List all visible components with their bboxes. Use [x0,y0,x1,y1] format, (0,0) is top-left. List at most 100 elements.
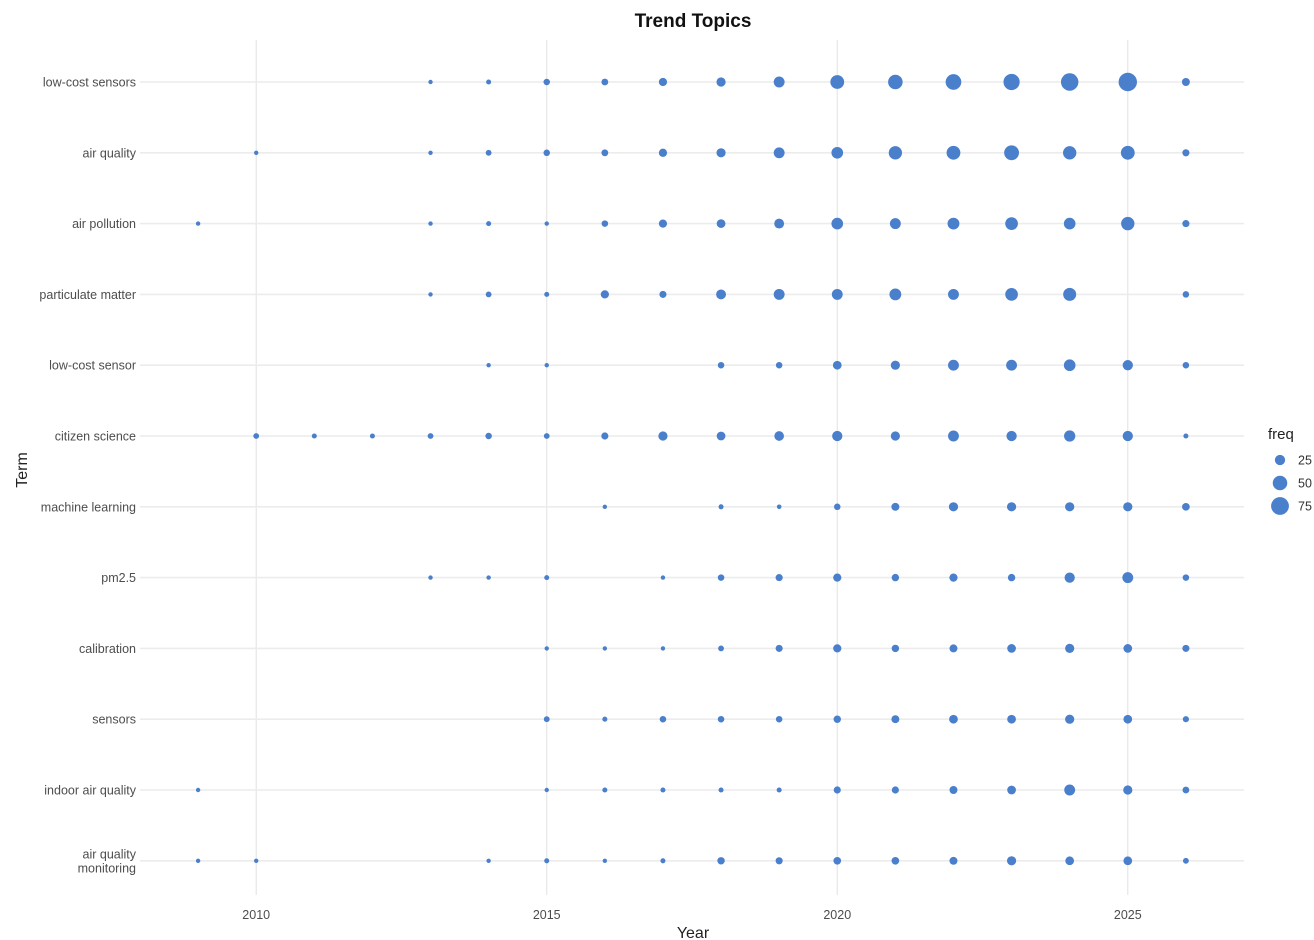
point [831,217,844,230]
point [716,148,726,158]
y-tick-label: low-cost sensors [43,76,136,90]
point [891,502,900,511]
y-tick-label: air quality [83,146,137,160]
legend-label-50: 50 [1298,477,1312,491]
point [428,221,433,226]
point [1063,287,1077,301]
point [774,431,784,441]
point [949,644,958,653]
point [544,858,550,864]
point [891,715,900,724]
point [1003,73,1020,91]
point [486,363,491,368]
point [195,787,201,793]
chart-title: Trend Topics [635,11,752,32]
point [891,573,900,582]
point [1122,572,1134,584]
point [544,363,549,368]
point [544,221,549,226]
point [1120,145,1135,160]
point [1060,73,1079,91]
point [543,149,550,157]
point [773,288,785,300]
y-tick-label: calibration [79,642,136,656]
point [947,217,960,230]
point [1123,714,1133,724]
point [1064,784,1076,796]
point [601,220,609,227]
point [1006,359,1018,371]
legend-key-75 [1271,497,1289,515]
point [1123,644,1133,653]
point [1182,716,1189,723]
point [1065,714,1075,724]
point [830,75,845,89]
point [1123,856,1133,866]
point [600,290,609,299]
point [660,787,666,793]
point [948,288,959,300]
y-tick-label: machine learning [41,500,136,514]
point [659,290,667,298]
point [948,359,959,371]
point [833,715,841,723]
point [888,146,903,160]
point [832,430,843,442]
point [948,430,959,442]
y-tick-label: air pollution [72,217,136,231]
point [428,292,433,297]
point [428,575,433,580]
point [1064,430,1076,442]
point [833,786,841,794]
point [890,360,900,370]
y-tick-label: low-cost sensor [49,359,136,373]
point [717,361,725,369]
point [602,787,608,793]
point [602,716,608,722]
point [891,786,899,794]
x-tick-label-2010: 2010 [242,908,270,922]
point [717,715,725,723]
grid-lines [140,40,1244,895]
legend-title: freq [1268,426,1294,443]
point [773,147,785,159]
point [601,149,609,157]
point [1182,857,1189,864]
legend-key-25 [1274,454,1286,466]
point [195,858,201,863]
point [1006,430,1017,442]
point [602,646,608,651]
y-axis-title: Term [14,452,31,488]
x-axis-title: Year [677,925,710,940]
point [949,714,958,724]
point [949,786,958,794]
y-tick-label: air quality monitoring [78,847,137,875]
point [428,79,433,85]
point [369,433,375,439]
point [486,79,492,85]
point [486,221,492,227]
point [1007,573,1016,582]
point [718,645,724,652]
y-tick-label: indoor air quality [44,784,136,798]
point [428,150,433,155]
point [1063,146,1077,160]
point [1063,359,1076,372]
point [890,431,900,441]
point [1122,360,1133,371]
y-tick-label: citizen science [55,430,136,444]
point [601,78,609,86]
point [775,644,783,652]
data-points [195,72,1190,866]
y-tick-label: pm2.5 [101,571,136,585]
point [543,78,550,86]
point [1181,78,1190,86]
point [831,146,844,159]
point [774,218,785,229]
point [1118,72,1137,92]
point [311,433,317,439]
point [658,431,668,441]
point [485,149,492,156]
point [658,219,668,228]
